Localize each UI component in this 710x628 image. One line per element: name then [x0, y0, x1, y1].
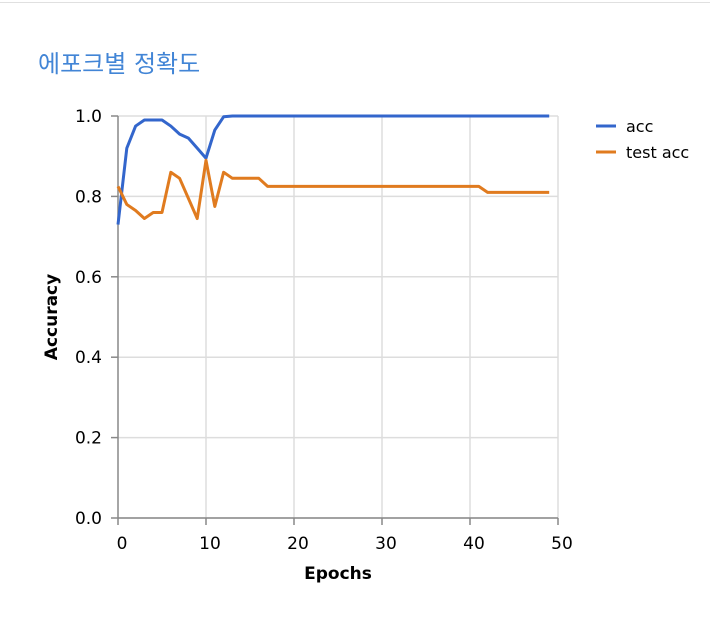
x-tick-label: 10: [199, 534, 221, 554]
chart-title: 에포크별 정확도: [38, 50, 201, 78]
y-tick-label: 0.2: [75, 429, 102, 449]
x-tick-label: 50: [551, 534, 573, 554]
x-tick-label: 0: [117, 534, 128, 554]
y-tick-label: 0.4: [75, 348, 102, 368]
ticks: 0 10 20 30 40 50 0.0 0.2 0.4 0.6 0.8 1.0: [75, 107, 573, 554]
legend-label: acc: [626, 117, 653, 136]
x-tick-label: 20: [287, 534, 309, 554]
y-axis-title: Accuracy: [42, 274, 62, 360]
top-border: [0, 2, 710, 3]
grid: [118, 115, 559, 519]
x-axis-title: Epochs: [304, 564, 372, 584]
y-tick-label: 0.8: [75, 187, 102, 207]
series-lines: [116, 114, 550, 225]
series-line-test-acc: [116, 158, 550, 221]
axes: [117, 116, 558, 519]
x-tick-label: 30: [375, 534, 397, 554]
x-tick-label: 40: [463, 534, 485, 554]
y-tick-label: 0.0: [75, 509, 102, 529]
y-tick-label: 1.0: [75, 107, 102, 127]
legend-label: test acc: [626, 143, 689, 162]
legend: acc test acc: [596, 117, 689, 162]
y-tick-label: 0.6: [75, 268, 102, 288]
series-line-acc: [116, 114, 550, 225]
